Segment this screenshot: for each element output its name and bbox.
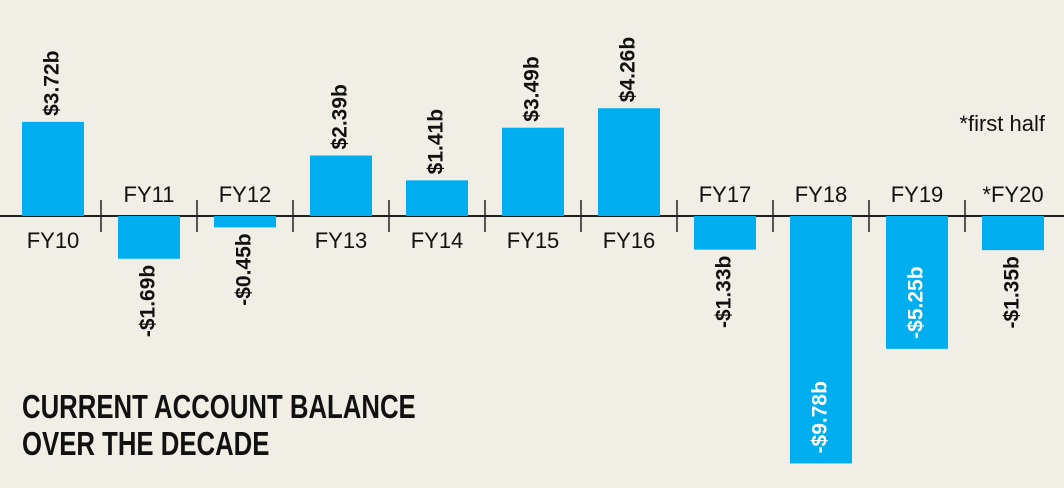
value-label: $3.72b — [41, 50, 64, 115]
bar — [406, 180, 468, 216]
bar — [790, 216, 852, 464]
bar — [214, 216, 276, 228]
bar — [310, 155, 372, 216]
annotation: *first half — [959, 111, 1045, 136]
bar — [598, 108, 660, 216]
value-label: $4.26b — [617, 37, 640, 102]
bar — [118, 216, 180, 259]
value-label: -$1.35b — [1001, 256, 1024, 328]
value-label: -$0.45b — [233, 233, 256, 305]
bar — [502, 127, 564, 216]
x-tick-label: FY16 — [603, 228, 656, 253]
bar — [694, 216, 756, 250]
x-tick-label: FY15 — [507, 228, 560, 253]
value-label: -$1.69b — [137, 265, 160, 337]
value-label: -$9.78b — [809, 381, 832, 453]
x-tick-label: FY18 — [795, 182, 848, 207]
value-label: -$5.25b — [905, 266, 928, 338]
x-tick-label: FY19 — [891, 182, 944, 207]
x-tick-label: FY17 — [699, 182, 752, 207]
value-label: $3.49b — [521, 56, 544, 121]
chart-title: CURRENT ACCOUNT BALANCE OVER THE DECADE — [22, 388, 416, 462]
x-tick-label: FY13 — [315, 228, 368, 253]
bar — [886, 216, 948, 349]
value-label: $1.41b — [425, 109, 448, 174]
value-label: $2.39b — [329, 84, 352, 149]
bar — [982, 216, 1044, 251]
x-tick-label: FY14 — [411, 228, 464, 253]
x-tick-label: FY10 — [27, 228, 80, 253]
x-tick-label: FY12 — [219, 182, 272, 207]
x-tick-label: FY11 — [124, 182, 175, 207]
bar — [22, 121, 84, 216]
value-label: -$1.33b — [713, 256, 736, 328]
x-tick-label: *FY20 — [982, 182, 1043, 207]
